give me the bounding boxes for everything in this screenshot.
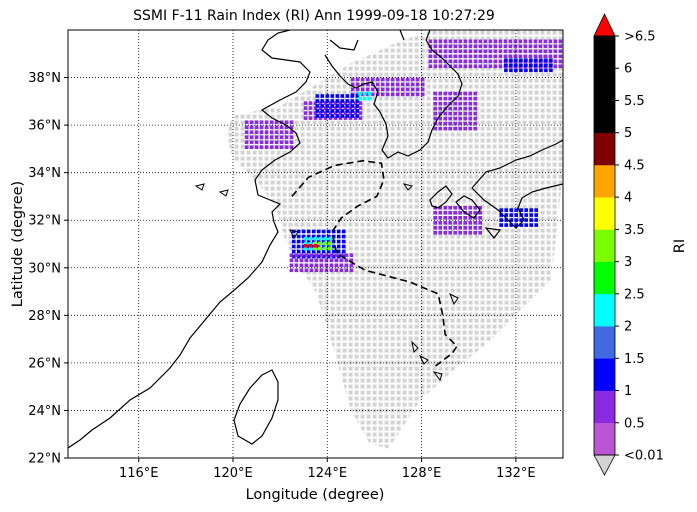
colorbar-tick-label-4: 2 <box>624 320 632 335</box>
colorbar-segment-7 <box>594 197 615 230</box>
colorbar: <0.01 0.5 1 1.5 2 2.5 3 3.5 4 4.5 5 5.5 6 >6.5 <box>593 13 664 476</box>
colorbar-segment-0 <box>594 422 615 456</box>
x-tick-label-4: 132°E <box>496 466 536 481</box>
y-tick-label-4: 30°N <box>28 261 61 276</box>
colorbar-label: RI <box>672 239 688 253</box>
colorbar-tick-label-5: 2.5 <box>624 287 645 302</box>
rain-cells <box>244 39 563 273</box>
coastline-islands <box>194 183 459 382</box>
rain-cell-1 <box>504 58 553 73</box>
rain-cell-10 <box>313 241 332 251</box>
y-tick-label-0: 22°N <box>28 452 61 467</box>
colorbar-tick-label-12: 6 <box>624 62 632 77</box>
rain-cell-8 <box>291 229 346 259</box>
rain-cell-12 <box>289 253 354 273</box>
x-axis-ticks: 116°E 120°E 124°E 128°E 132°E <box>119 458 536 481</box>
colorbar-segment-12 <box>594 36 615 69</box>
rain-cell-11 <box>303 244 318 248</box>
y-tick-label-5: 32°N <box>28 214 61 229</box>
dashed-boundary <box>291 159 458 369</box>
coastline-japan-korea <box>429 139 563 239</box>
colorbar-segment-6 <box>594 229 615 262</box>
colorbar-segment-5 <box>594 261 615 295</box>
y-tick-label-6: 34°N <box>28 166 61 181</box>
y-tick-label-2: 26°N <box>28 356 61 371</box>
colorbar-frame <box>593 35 616 456</box>
x-tick-label-0: 116°E <box>119 466 159 481</box>
colorbar-tick-label-8: 4 <box>624 191 632 206</box>
colorbar-tick-label-7: 3.5 <box>624 223 645 238</box>
rain-cell-2 <box>350 77 425 97</box>
rain-cell-5 <box>357 91 372 101</box>
y-tick-label-1: 24°N <box>28 404 61 419</box>
colorbar-tick-label-10: 5 <box>624 126 632 141</box>
rain-cell-14 <box>433 206 482 235</box>
y-axis-ticks: 22°N 24°N 26°N 28°N 30°N 32°N 34°N 36°N 38°N <box>28 71 68 467</box>
colorbar-segment-4 <box>594 293 615 327</box>
chart-title: SSMI F-11 Rain Index (RI) Ann 1999-09-18… <box>133 8 495 24</box>
colorbar-tick-label-3: 1.5 <box>624 352 645 367</box>
colorbar-tick-label-1: 0.5 <box>624 416 645 431</box>
x-tick-label-1: 120°E <box>213 466 253 481</box>
colorbar-segment-10 <box>594 100 615 133</box>
swath-coverage <box>225 30 563 449</box>
rain-cell-3 <box>303 101 363 120</box>
colorbar-tick-label-2: 1 <box>624 384 632 399</box>
colorbar-segment-3 <box>594 326 615 359</box>
x-tick-label-2: 124°E <box>308 466 348 481</box>
coastline-mainland <box>68 30 463 449</box>
colorbar-segment-2 <box>594 358 615 391</box>
y-tick-label-3: 28°N <box>28 309 61 324</box>
colorbar-tick-label-9: 4.5 <box>624 158 645 173</box>
colorbar-over-arrow <box>593 13 616 37</box>
x-tick-label-3: 128°E <box>402 466 442 481</box>
plot-frame <box>67 29 564 459</box>
coastline-taiwan <box>233 369 279 445</box>
colorbar-segment-9 <box>594 132 615 166</box>
colorbar-under-arrow <box>593 454 616 476</box>
x-axis-label: Longitude (degree) <box>246 487 385 503</box>
rain-cell-4 <box>315 94 360 118</box>
y-tick-label-7: 36°N <box>28 119 61 134</box>
y-axis-label: Latitude (degree) <box>10 181 26 307</box>
colorbar-tick-label-13: >6.5 <box>624 30 656 45</box>
colorbar-tick-label-11: 5.5 <box>624 94 645 109</box>
colorbar-tick-label-0: <0.01 <box>624 449 664 464</box>
colorbar-tick-label-6: 3 <box>624 255 632 270</box>
y-tick-label-8: 38°N <box>28 71 61 86</box>
colorbar-segment-8 <box>594 164 615 198</box>
colorbar-segment-11 <box>594 68 615 101</box>
colorbar-segment-1 <box>594 390 615 424</box>
